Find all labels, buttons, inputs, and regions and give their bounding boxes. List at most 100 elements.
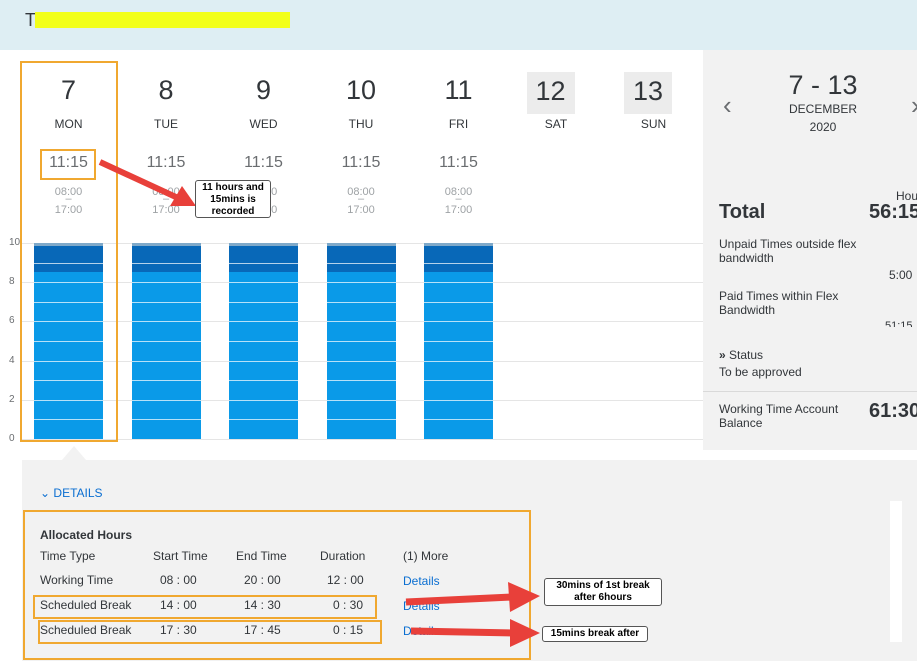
day-name: TUE xyxy=(154,117,178,131)
balance-value: 61:30 xyxy=(869,400,917,422)
day-end-time: 17:00 xyxy=(152,204,180,216)
bar-segment-line xyxy=(131,321,201,323)
row-time-type: Working Time xyxy=(40,573,114,587)
day-start-time: 08:00 xyxy=(54,186,83,198)
bar-segment-line xyxy=(131,419,201,421)
day-end-time: 17:00 xyxy=(54,204,83,216)
hours-bar[interactable] xyxy=(34,243,103,439)
day-start-time: 08:00 xyxy=(347,186,375,198)
status-row[interactable]: » Status xyxy=(719,348,763,362)
total-value: 56:15 xyxy=(869,201,917,223)
bar-segment-line xyxy=(34,321,103,323)
row-start-time: 08 : 00 xyxy=(160,573,197,587)
bar-segment-line xyxy=(326,419,396,421)
week-month: DECEMBER xyxy=(788,102,857,116)
hours-bar[interactable] xyxy=(131,243,201,439)
callout-recorded: 11 hours and 15mins is recorded xyxy=(195,180,271,218)
page-header: T xyxy=(0,0,917,50)
bar-segment-dark xyxy=(229,243,298,273)
y-tick-label: 2 xyxy=(9,393,15,405)
hours-bar[interactable] xyxy=(229,243,298,439)
row-start-time: 17 : 30 xyxy=(160,623,197,637)
bar-segment-line xyxy=(229,341,298,342)
paid-value: 51:15 xyxy=(885,320,913,327)
header-more[interactable]: (1) More xyxy=(403,549,449,563)
time-separator: – xyxy=(455,193,462,205)
day-column[interactable]: 11 FRI 11:15 08:00 17:00– xyxy=(410,50,507,216)
day-name: SAT xyxy=(544,117,568,131)
week-year: 2020 xyxy=(809,120,837,134)
bar-segment-line xyxy=(131,301,201,303)
day-hours: 11:15 xyxy=(146,154,186,171)
row-duration: 12 : 00 xyxy=(327,573,364,587)
bar-segment-dark xyxy=(131,243,201,273)
bar-cap xyxy=(326,243,396,246)
bar-cap xyxy=(131,243,201,246)
hours-bar[interactable] xyxy=(424,243,493,439)
callout-break1: 30mins of 1st break after 6hours xyxy=(544,578,662,606)
bar-segment-line xyxy=(131,282,201,284)
bar-segment-line xyxy=(326,301,396,303)
bar-segment-line xyxy=(326,321,396,323)
paid-label: Paid Times within Flex Bandwidth xyxy=(719,289,839,317)
selection-pointer xyxy=(62,446,86,460)
monday-highlight-box xyxy=(20,61,118,442)
bar-segment-line xyxy=(326,262,396,264)
chevron-right-icon[interactable]: › xyxy=(911,90,917,121)
row-details-link[interactable]: Details xyxy=(403,574,440,588)
day-column[interactable]: 10 THU 11:15 08:00 17:00– xyxy=(313,50,410,216)
bar-segment-line xyxy=(34,380,103,382)
day-column[interactable]: 7 MON 11:15 08:00 17:00– xyxy=(20,50,117,216)
day-end-time: 17:00 xyxy=(347,204,375,216)
callout-break2: 15mins break after xyxy=(542,626,648,642)
header-time-type: Time Type xyxy=(40,549,96,563)
bar-segment-line xyxy=(229,282,298,284)
break1-highlight-box xyxy=(33,595,377,619)
summary-panel: ‹ › 7 - 13 DECEMBER 2020 Hou Total 56:15… xyxy=(703,50,917,450)
chevron-left-icon[interactable]: ‹ xyxy=(723,90,732,120)
row-duration: 0 : 30 xyxy=(333,598,364,612)
row-end-time: 14 : 30 xyxy=(244,598,281,612)
bar-segment-line xyxy=(229,301,298,303)
bar-segment-line xyxy=(424,301,493,303)
row-time-type: Scheduled Break xyxy=(40,623,132,637)
day-start-time: 08:00 xyxy=(444,186,473,198)
bar-segment-line xyxy=(326,399,396,401)
bar-segment-line xyxy=(229,360,298,362)
hours-bar[interactable] xyxy=(326,243,396,439)
bar-segment-line xyxy=(424,419,493,421)
bar-segment-line xyxy=(34,341,103,342)
week-range: 7 - 13 xyxy=(788,70,858,100)
bar-segment-line xyxy=(229,380,298,382)
day-column[interactable]: 13 SUN xyxy=(605,50,702,210)
bar-segment-line xyxy=(424,341,493,342)
redaction-highlight xyxy=(35,12,290,28)
day-name: WED xyxy=(249,117,278,131)
row-end-time: 20 : 00 xyxy=(244,573,281,587)
bar-segment-line xyxy=(229,399,298,401)
row-time-type: Scheduled Break xyxy=(40,598,132,612)
bar-segment-line xyxy=(326,360,396,362)
bar-segment-dark xyxy=(34,243,103,273)
day-hours: 11:15 xyxy=(244,154,283,171)
gridline xyxy=(20,439,703,440)
unpaid-label: Unpaid Times outside flex bandwidth xyxy=(719,237,857,265)
day-number: 7 xyxy=(60,75,77,105)
hours-highlight-box xyxy=(40,149,96,180)
allocated-hours-title: Allocated Hours xyxy=(40,528,133,542)
double-chevron-icon: » xyxy=(719,348,726,362)
day-number: 12 xyxy=(526,72,575,114)
row-end-time: 17 : 45 xyxy=(244,623,281,637)
bar-cap xyxy=(229,243,298,246)
bar-segment-line xyxy=(131,399,201,401)
bar-cap xyxy=(34,243,103,246)
details-toggle[interactable]: ⌄ DETAILS xyxy=(40,486,103,500)
day-column[interactable]: 12 SAT xyxy=(508,50,605,210)
chevron-down-icon: ⌄ xyxy=(40,486,51,500)
header-end-time: End Time xyxy=(236,549,287,563)
bar-segment-dark xyxy=(326,243,396,273)
bar-segment-line xyxy=(34,282,103,284)
status-label: Status xyxy=(729,348,764,362)
bar-segment-line xyxy=(424,360,493,362)
day-hours: 11:15 xyxy=(341,154,381,171)
